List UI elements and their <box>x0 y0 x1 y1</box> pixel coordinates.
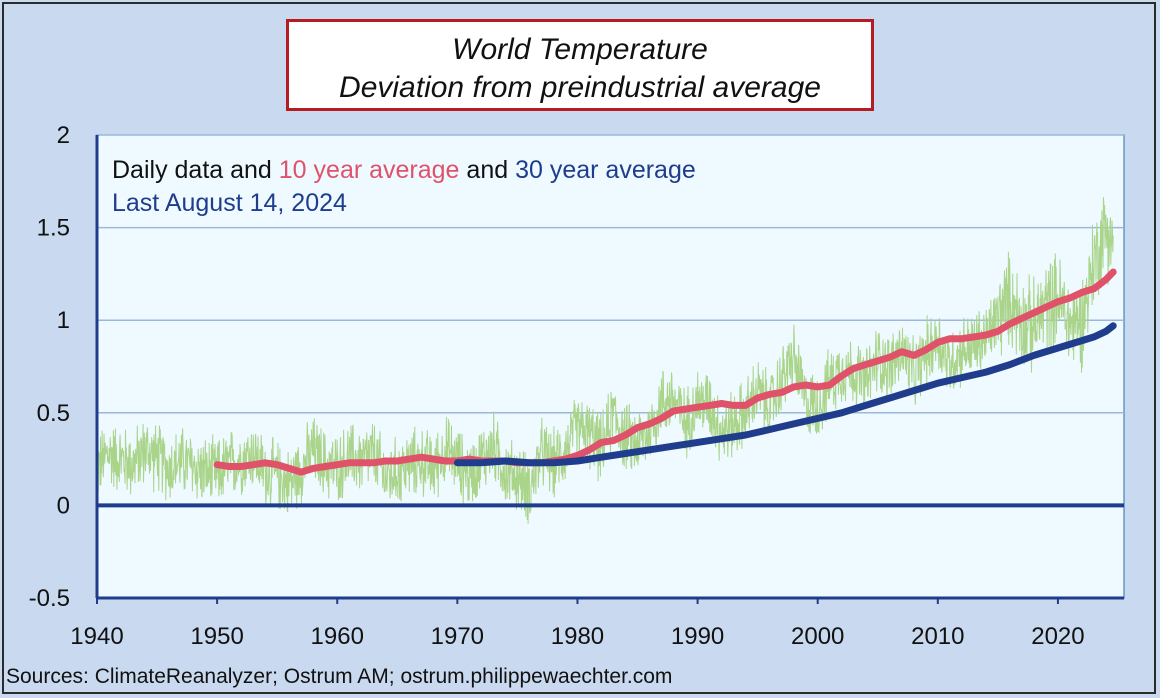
legend-line-2: Last August 14, 2024 <box>112 189 347 217</box>
y-tick-label: 1.5 <box>37 215 70 242</box>
x-tick-label: 2010 <box>911 623 964 650</box>
chart-subtitle: Deviation from preindustrial average <box>339 71 821 104</box>
legend-segment: 30 year average <box>515 156 696 184</box>
y-tick-label: 0 <box>57 492 70 519</box>
y-tick-label: -0.5 <box>29 585 70 612</box>
legend-segment: 10 year average <box>279 156 460 184</box>
x-tick-label: 1990 <box>671 623 724 650</box>
x-tick-label: 1970 <box>431 623 484 650</box>
x-tick-label: 2000 <box>791 623 844 650</box>
legend-line-1: Daily data and 10 year average and 30 ye… <box>112 156 696 184</box>
legend-segment: Daily data and <box>112 156 279 184</box>
chart-title-box: World Temperature Deviation from preindu… <box>286 19 874 111</box>
axes: -0.5 0 0.5 1 1.5 2 1940 1950 1960 1970 1980 1990 200… <box>29 122 1124 650</box>
avg10-line <box>213 268 1117 476</box>
y-tick-label: 2 <box>57 122 70 149</box>
x-tick-label: 1940 <box>70 623 123 650</box>
x-tick-label: 1980 <box>551 623 604 650</box>
average-series <box>97 268 1124 508</box>
x-tick-label: 1960 <box>311 623 364 650</box>
sources-footer: Sources: ClimateReanalyzer; Ostrum AM; o… <box>6 665 673 688</box>
chart-title: World Temperature <box>452 33 708 66</box>
y-tick-label: 0.5 <box>37 400 70 427</box>
legend: Daily data and 10 year average and 30 ye… <box>112 156 696 217</box>
legend-segment: and <box>459 156 515 184</box>
avg30-line <box>453 322 1117 467</box>
y-tick-label: 1 <box>57 307 70 334</box>
x-tick-label: 2020 <box>1031 623 1084 650</box>
x-tick-label: 1950 <box>190 623 243 650</box>
